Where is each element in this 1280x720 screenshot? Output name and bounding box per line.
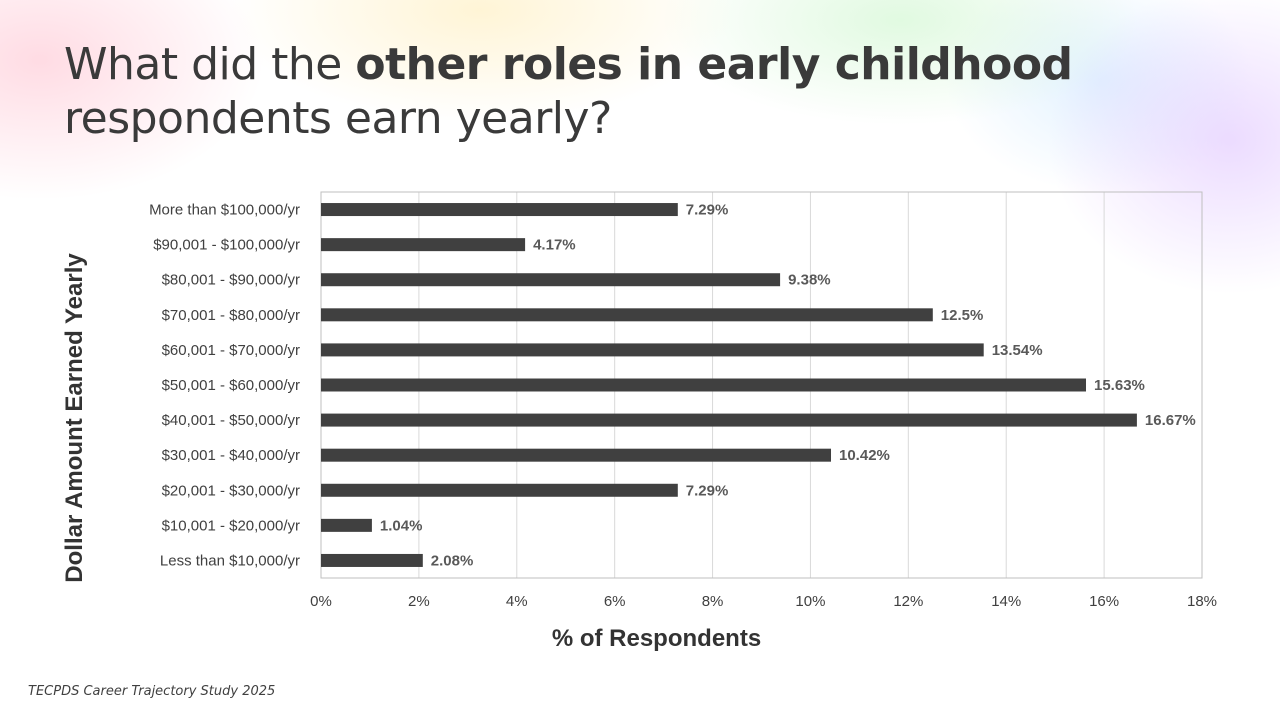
data-label: 7.29% (686, 482, 729, 499)
data-label: 12.5% (941, 307, 984, 324)
category-label: $40,001 - $50,000/yr (162, 412, 300, 429)
category-label: More than $100,000/yr (149, 202, 300, 219)
title-suffix: respondents earn yearly? (64, 93, 612, 144)
data-label: 1.04% (380, 517, 423, 534)
x-tick-label: 8% (702, 593, 724, 610)
x-axis-title: % of Respondents (552, 625, 761, 652)
category-label: $80,001 - $90,000/yr (162, 272, 300, 289)
category-label: $50,001 - $60,000/yr (162, 377, 300, 394)
bar (321, 553, 423, 567)
page-title: What did the other roles in early childh… (64, 38, 1214, 146)
category-label: $70,001 - $80,000/yr (162, 307, 300, 324)
category-label: $60,001 - $70,000/yr (162, 342, 300, 359)
bar (321, 448, 832, 462)
x-tick-label: 10% (795, 593, 825, 610)
data-label: 16.67% (1145, 412, 1196, 429)
bar (321, 518, 372, 532)
y-axis-title: Dollar Amount Earned Yearly (61, 253, 88, 583)
category-label: $10,001 - $20,000/yr (162, 517, 300, 534)
x-tick-label: 14% (991, 593, 1021, 610)
x-tick-label: 16% (1089, 593, 1119, 610)
bar (321, 343, 984, 357)
bar (321, 273, 781, 287)
x-tick-label: 2% (408, 593, 430, 610)
data-label: 9.38% (788, 272, 831, 289)
data-label: 2.08% (431, 552, 474, 569)
category-label: $90,001 - $100,000/yr (153, 237, 300, 254)
bar (321, 238, 526, 252)
bar (321, 483, 678, 497)
source-note: TECPDS Career Trajectory Study 2025 (28, 684, 276, 699)
bar (321, 203, 678, 217)
data-label: 4.17% (533, 237, 576, 254)
data-label: 15.63% (1094, 377, 1145, 394)
category-label: $20,001 - $30,000/yr (162, 482, 300, 499)
bar (321, 378, 1087, 392)
x-tick-label: 4% (506, 593, 528, 610)
category-label: $30,001 - $40,000/yr (162, 447, 300, 464)
category-label: Less than $10,000/yr (160, 552, 300, 569)
title-prefix: What did the (64, 39, 356, 90)
x-tick-label: 6% (604, 593, 626, 610)
x-tick-label: 18% (1187, 593, 1217, 610)
title-bold: other roles in early childhood (355, 39, 1073, 90)
data-label: 10.42% (839, 447, 890, 464)
bar (321, 308, 933, 322)
bar (321, 413, 1137, 427)
data-label: 7.29% (686, 202, 729, 219)
x-tick-label: 0% (310, 593, 332, 610)
x-tick-label: 12% (893, 593, 923, 610)
data-label: 13.54% (992, 342, 1043, 359)
